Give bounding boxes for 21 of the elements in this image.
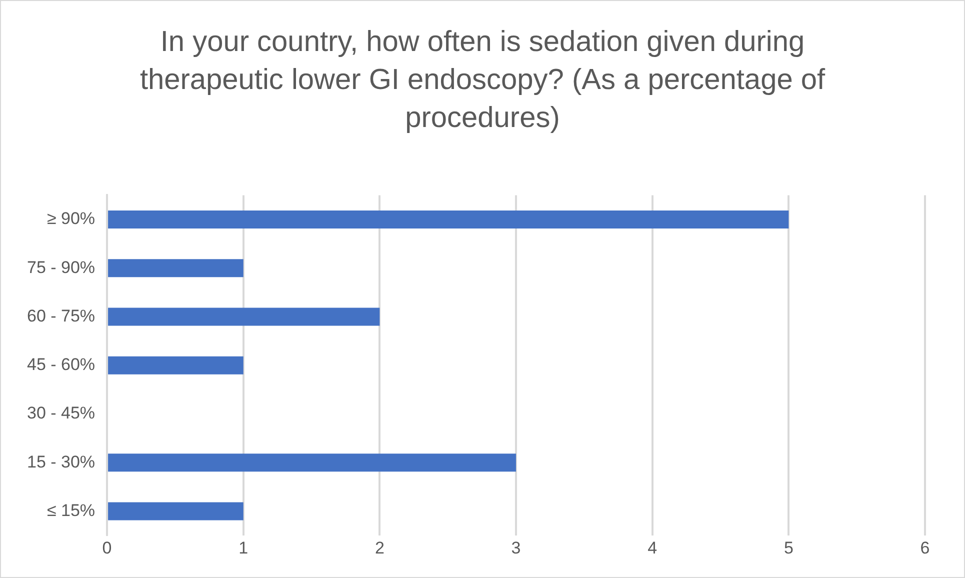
x-tick-label: 3 (511, 538, 521, 558)
y-tick-label: ≥ 90% (46, 209, 96, 228)
y-tick-label: 60 - 75% (26, 306, 96, 326)
y-tick-label: 45 - 60% (26, 355, 96, 374)
x-tick-label: 5 (784, 538, 794, 558)
y-tick-label: ≤ 15% (46, 500, 96, 520)
chart-title: In your country, how often is sedation given during therapeutic lower GI endoscopy? (As a percentage of procedures) (138, 25, 826, 136)
x-tick-label: 4 (648, 538, 658, 558)
x-tick-label: 6 (920, 538, 930, 558)
bar (108, 210, 789, 229)
x-tick-label: 2 (374, 538, 384, 558)
bar (108, 502, 244, 520)
bar (108, 356, 244, 374)
x-tick-label: 0 (102, 538, 112, 558)
bar (108, 308, 380, 326)
y-tick-label: 75 - 90% (26, 258, 96, 277)
bar (108, 259, 244, 278)
bar (108, 454, 516, 472)
x-tick-label: 1 (238, 538, 248, 558)
y-tick-label: 30 - 45% (26, 404, 96, 423)
y-tick-label: 15 - 30% (26, 452, 96, 472)
